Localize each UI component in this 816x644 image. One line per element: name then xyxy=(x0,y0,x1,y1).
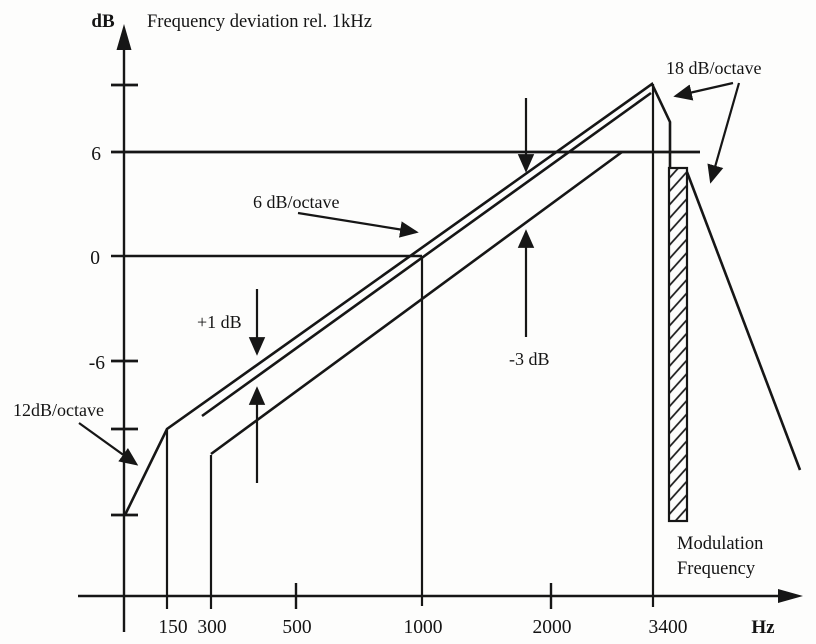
y-axis-unit-label: dB xyxy=(91,11,115,32)
x-tick-label-2000: 2000 xyxy=(533,617,572,638)
x-tick-label-150: 150 xyxy=(158,617,187,638)
x-tick-label-300: 300 xyxy=(197,617,226,638)
arrow-6db-octave-icon xyxy=(297,211,419,238)
arrow-12db-octave-icon xyxy=(78,422,139,466)
label-18db-octave: 18 dB/octave xyxy=(666,58,761,78)
plus1-tolerance-line xyxy=(201,91,652,418)
y-tick-label-0: 0 xyxy=(90,248,100,269)
x-tick-label-1000: 1000 xyxy=(404,617,443,638)
label-minus3db: -3 dB xyxy=(509,349,550,369)
label-12db-octave: 12dB/octave xyxy=(13,400,104,420)
label-6db-octave: 6 dB/octave xyxy=(253,192,339,212)
x-tick-label-3400: 3400 xyxy=(649,617,688,638)
y-axis-arrowhead-icon xyxy=(116,24,132,50)
label-plus1db: +1 dB xyxy=(197,312,242,332)
upper-limit-line xyxy=(123,82,672,516)
arrow-18db-octave-upper-icon xyxy=(673,81,734,101)
x-axis-caption-line2: Frequency xyxy=(677,559,756,579)
band-edge-hatched-bar xyxy=(667,166,689,523)
lower-limit-line xyxy=(210,150,623,456)
y-tick-label-minus6: -6 xyxy=(89,353,105,374)
x-axis-caption-line1: Modulation xyxy=(677,534,763,554)
y-tick-label-6: 6 xyxy=(91,144,101,165)
arrow-18db-octave-lower-icon xyxy=(707,82,741,184)
chart-title: Frequency deviation rel. 1kHz xyxy=(147,12,372,32)
x-tick-label-500: 500 xyxy=(282,617,311,638)
x-axis-arrowhead-icon xyxy=(778,589,803,603)
rolloff-line xyxy=(685,171,802,471)
x-axis-unit-label: Hz xyxy=(751,617,775,638)
